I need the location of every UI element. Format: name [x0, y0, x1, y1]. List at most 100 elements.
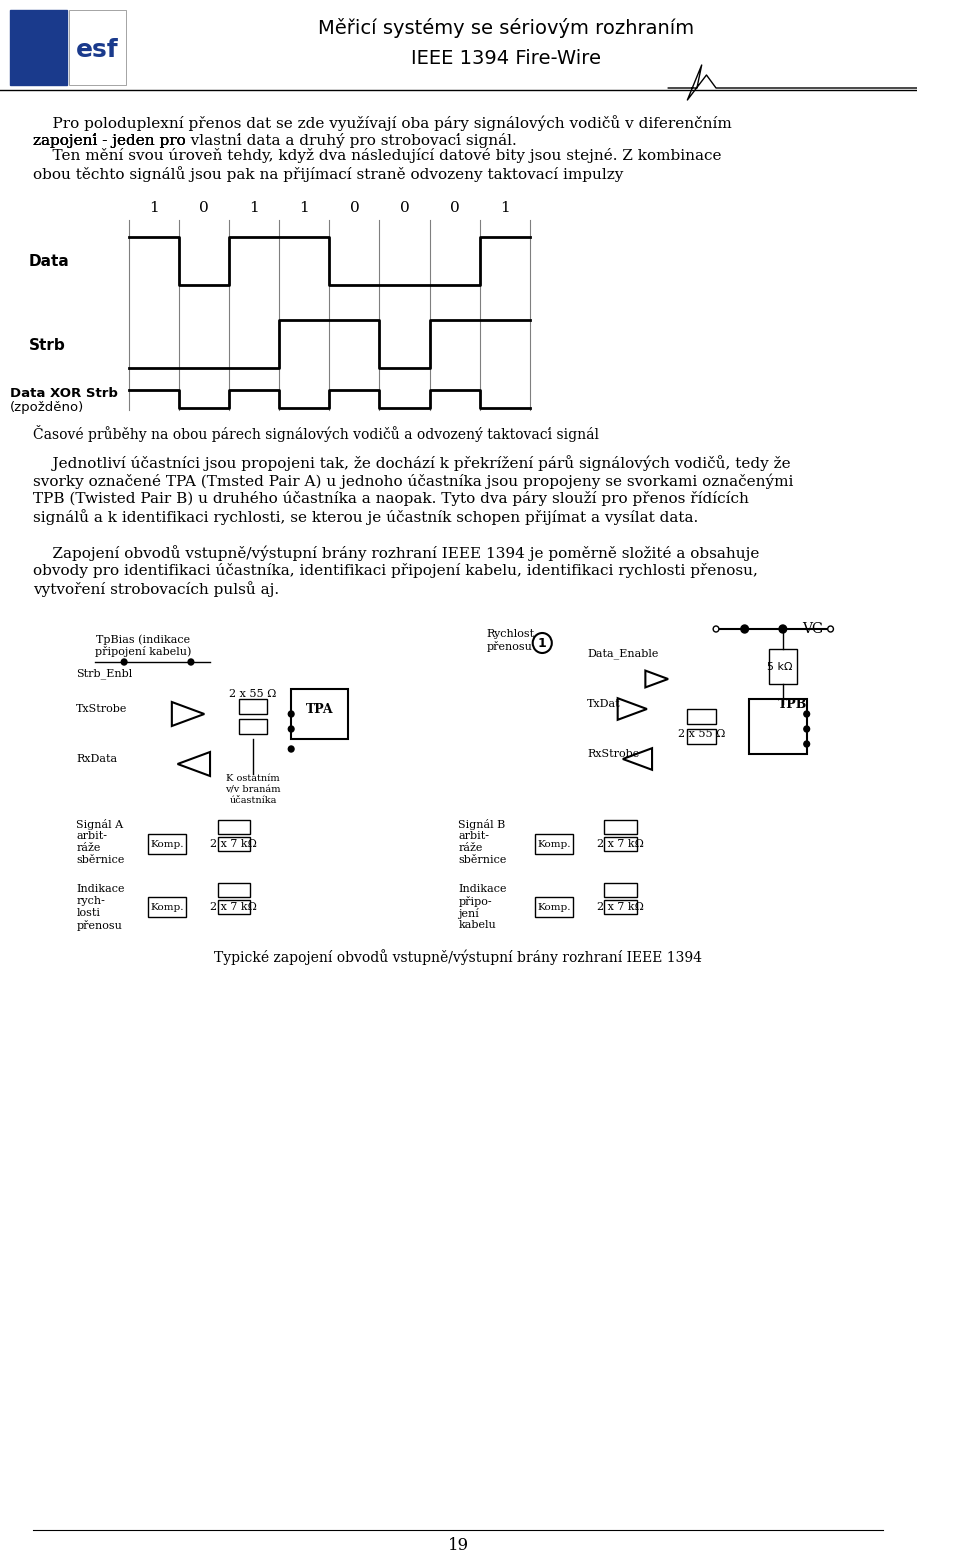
- Circle shape: [121, 659, 127, 665]
- Text: Signál B: Signál B: [458, 818, 506, 829]
- Bar: [218, 900, 251, 914]
- Text: účastníka: účastníka: [229, 797, 276, 804]
- Text: Komp.: Komp.: [537, 839, 570, 848]
- Text: rych-: rych-: [77, 897, 106, 906]
- Bar: [604, 820, 636, 834]
- Circle shape: [713, 626, 719, 632]
- Text: 2 x 7 kΩ: 2 x 7 kΩ: [210, 839, 257, 848]
- Text: 1: 1: [500, 200, 510, 214]
- Text: TPB (Twisted Pair B) u druhého účastníka a naopak. Tyto dva páry slouží pro přen: TPB (Twisted Pair B) u druhého účastníka…: [34, 491, 750, 505]
- Text: 2 x 55 Ω: 2 x 55 Ω: [678, 729, 726, 739]
- Text: sběrnice: sběrnice: [458, 854, 507, 865]
- Text: RxData: RxData: [77, 754, 117, 764]
- Text: sběrnice: sběrnice: [77, 854, 125, 865]
- Bar: [239, 700, 267, 714]
- Text: ráže: ráže: [77, 844, 101, 853]
- Text: Typické zapojení obvodů vstupně/výstupní brány rozhraní IEEE 1394: Typické zapojení obvodů vstupně/výstupní…: [214, 948, 703, 966]
- Text: ráže: ráže: [458, 844, 483, 853]
- Text: Data_Enable: Data_Enable: [588, 648, 659, 659]
- Bar: [687, 729, 716, 743]
- Text: obou těchto signálů jsou pak na přijímací straně odvozeny taktovací impulzy: obou těchto signálů jsou pak na přijímac…: [34, 166, 624, 182]
- Text: přenosu: přenosu: [487, 642, 533, 653]
- Text: Komp.: Komp.: [537, 903, 570, 911]
- Text: RxStrobe: RxStrobe: [588, 750, 639, 759]
- Bar: [218, 820, 251, 834]
- Text: zapojení - jeden pro ​vlastní data​ a druhý pro ​strobovací​ signál.: zapojení - jeden pro ​vlastní data​ a …: [34, 133, 517, 149]
- Bar: [769, 649, 797, 684]
- Text: 19: 19: [447, 1537, 468, 1554]
- Text: Indikace: Indikace: [458, 884, 507, 894]
- Text: zapojení - jeden pro: zapojení - jeden pro: [34, 133, 191, 149]
- Text: 2 x 55 Ω: 2 x 55 Ω: [229, 689, 276, 700]
- Text: v/v branám: v/v branám: [226, 786, 280, 793]
- Bar: [148, 897, 186, 917]
- Circle shape: [533, 632, 552, 653]
- Circle shape: [804, 711, 809, 717]
- Text: 2 x 7 kΩ: 2 x 7 kΩ: [210, 901, 257, 912]
- Text: losti: losti: [77, 908, 101, 919]
- Bar: [604, 837, 636, 851]
- Text: 1: 1: [300, 200, 309, 214]
- Text: 2 x 7 kΩ: 2 x 7 kΩ: [597, 839, 644, 848]
- Bar: [535, 834, 573, 854]
- Text: 5 kΩ: 5 kΩ: [767, 662, 793, 671]
- Bar: [218, 883, 251, 897]
- Text: 0: 0: [450, 200, 460, 214]
- Text: 0: 0: [349, 200, 359, 214]
- Text: Data XOR Strb: Data XOR Strb: [10, 387, 117, 399]
- Text: K ostatním: K ostatním: [227, 775, 279, 782]
- Text: svorky označené TPA (Tmsted Pair A) u jednoho účastníka jsou propojeny se svorka: svorky označené TPA (Tmsted Pair A) u je…: [34, 473, 794, 488]
- Text: TPB: TPB: [778, 698, 807, 711]
- Text: 1: 1: [149, 200, 158, 214]
- Text: 0: 0: [399, 200, 409, 214]
- Circle shape: [804, 726, 809, 732]
- Text: TxDat: TxDat: [588, 700, 621, 709]
- Circle shape: [188, 659, 194, 665]
- Text: TPA: TPA: [306, 703, 334, 715]
- Bar: [604, 900, 636, 914]
- Text: TxStrobe: TxStrobe: [77, 704, 128, 714]
- Text: Časové průběhy na obou párech signálových vodičů a odvozený taktovací signál: Časové průběhy na obou párech signálovýc…: [34, 426, 599, 441]
- Bar: [291, 689, 348, 739]
- Text: jení: jení: [458, 908, 479, 919]
- Text: Strb_Enbl: Strb_Enbl: [77, 668, 132, 679]
- Text: Pro poloduplexní přenos dat se zde využívají oba páry signálových vodičů v difer: Pro poloduplexní přenos dat se zde využí…: [34, 114, 732, 131]
- Bar: [148, 834, 186, 854]
- Text: VG: VG: [802, 621, 823, 635]
- Circle shape: [804, 740, 809, 747]
- Text: Strb: Strb: [29, 338, 65, 352]
- Text: arbit-: arbit-: [458, 831, 490, 840]
- Text: (zpožděno): (zpožděno): [10, 401, 84, 413]
- Bar: [604, 883, 636, 897]
- Bar: [10, 9, 67, 85]
- Text: zapojení - jeden pro: zapojení - jeden pro: [34, 133, 191, 149]
- Text: 1: 1: [250, 200, 259, 214]
- Bar: [750, 700, 806, 754]
- Text: IEEE 1394 Fire-Wire: IEEE 1394 Fire-Wire: [411, 49, 601, 67]
- Text: esf: esf: [76, 38, 119, 63]
- Text: obvody pro identifikaci účastníka, identifikaci připojení kabelu, identifikaci r: obvody pro identifikaci účastníka, ident…: [34, 563, 758, 577]
- Text: Indikace: Indikace: [77, 884, 125, 894]
- Text: připo-: připo-: [458, 897, 492, 908]
- Bar: [535, 897, 573, 917]
- Text: připojení kabelu): připojení kabelu): [95, 646, 191, 657]
- Text: přenosu: přenosu: [77, 920, 122, 931]
- Text: kabelu: kabelu: [458, 920, 496, 930]
- Text: Signál A: Signál A: [77, 818, 124, 829]
- Circle shape: [288, 747, 294, 753]
- Text: Data: Data: [29, 254, 69, 269]
- Text: TpBias (indikace: TpBias (indikace: [96, 634, 190, 645]
- Text: arbit-: arbit-: [77, 831, 108, 840]
- Text: Jednotliví účastníci jsou propojeni tak, že dochází k překrížení párů signálovýc: Jednotliví účastníci jsou propojeni tak,…: [34, 455, 791, 471]
- Text: signálů a k identifikaci rychlosti, se kterou je účastník schopen přijímat a vys: signálů a k identifikaci rychlosti, se k…: [34, 509, 699, 524]
- Text: 1: 1: [538, 637, 546, 649]
- Text: Ten ​mění svou úroveň tehdy, když dva následující datové bity jsou stejné.​ Z ko: Ten ​mění svou úroveň tehdy, když dva ná…: [34, 149, 722, 163]
- Text: vytvoření strobovacích pulsů aj.: vytvoření strobovacích pulsů aj.: [34, 581, 279, 596]
- Text: Měřicí systémy se sériovým rozhraním: Měřicí systémy se sériovým rozhraním: [318, 19, 694, 38]
- Circle shape: [288, 711, 294, 717]
- Text: 2 x 7 kΩ: 2 x 7 kΩ: [597, 901, 644, 912]
- Text: Komp.: Komp.: [151, 839, 183, 848]
- Text: Rychlost: Rychlost: [487, 629, 535, 639]
- Circle shape: [741, 624, 749, 632]
- Bar: [687, 709, 716, 725]
